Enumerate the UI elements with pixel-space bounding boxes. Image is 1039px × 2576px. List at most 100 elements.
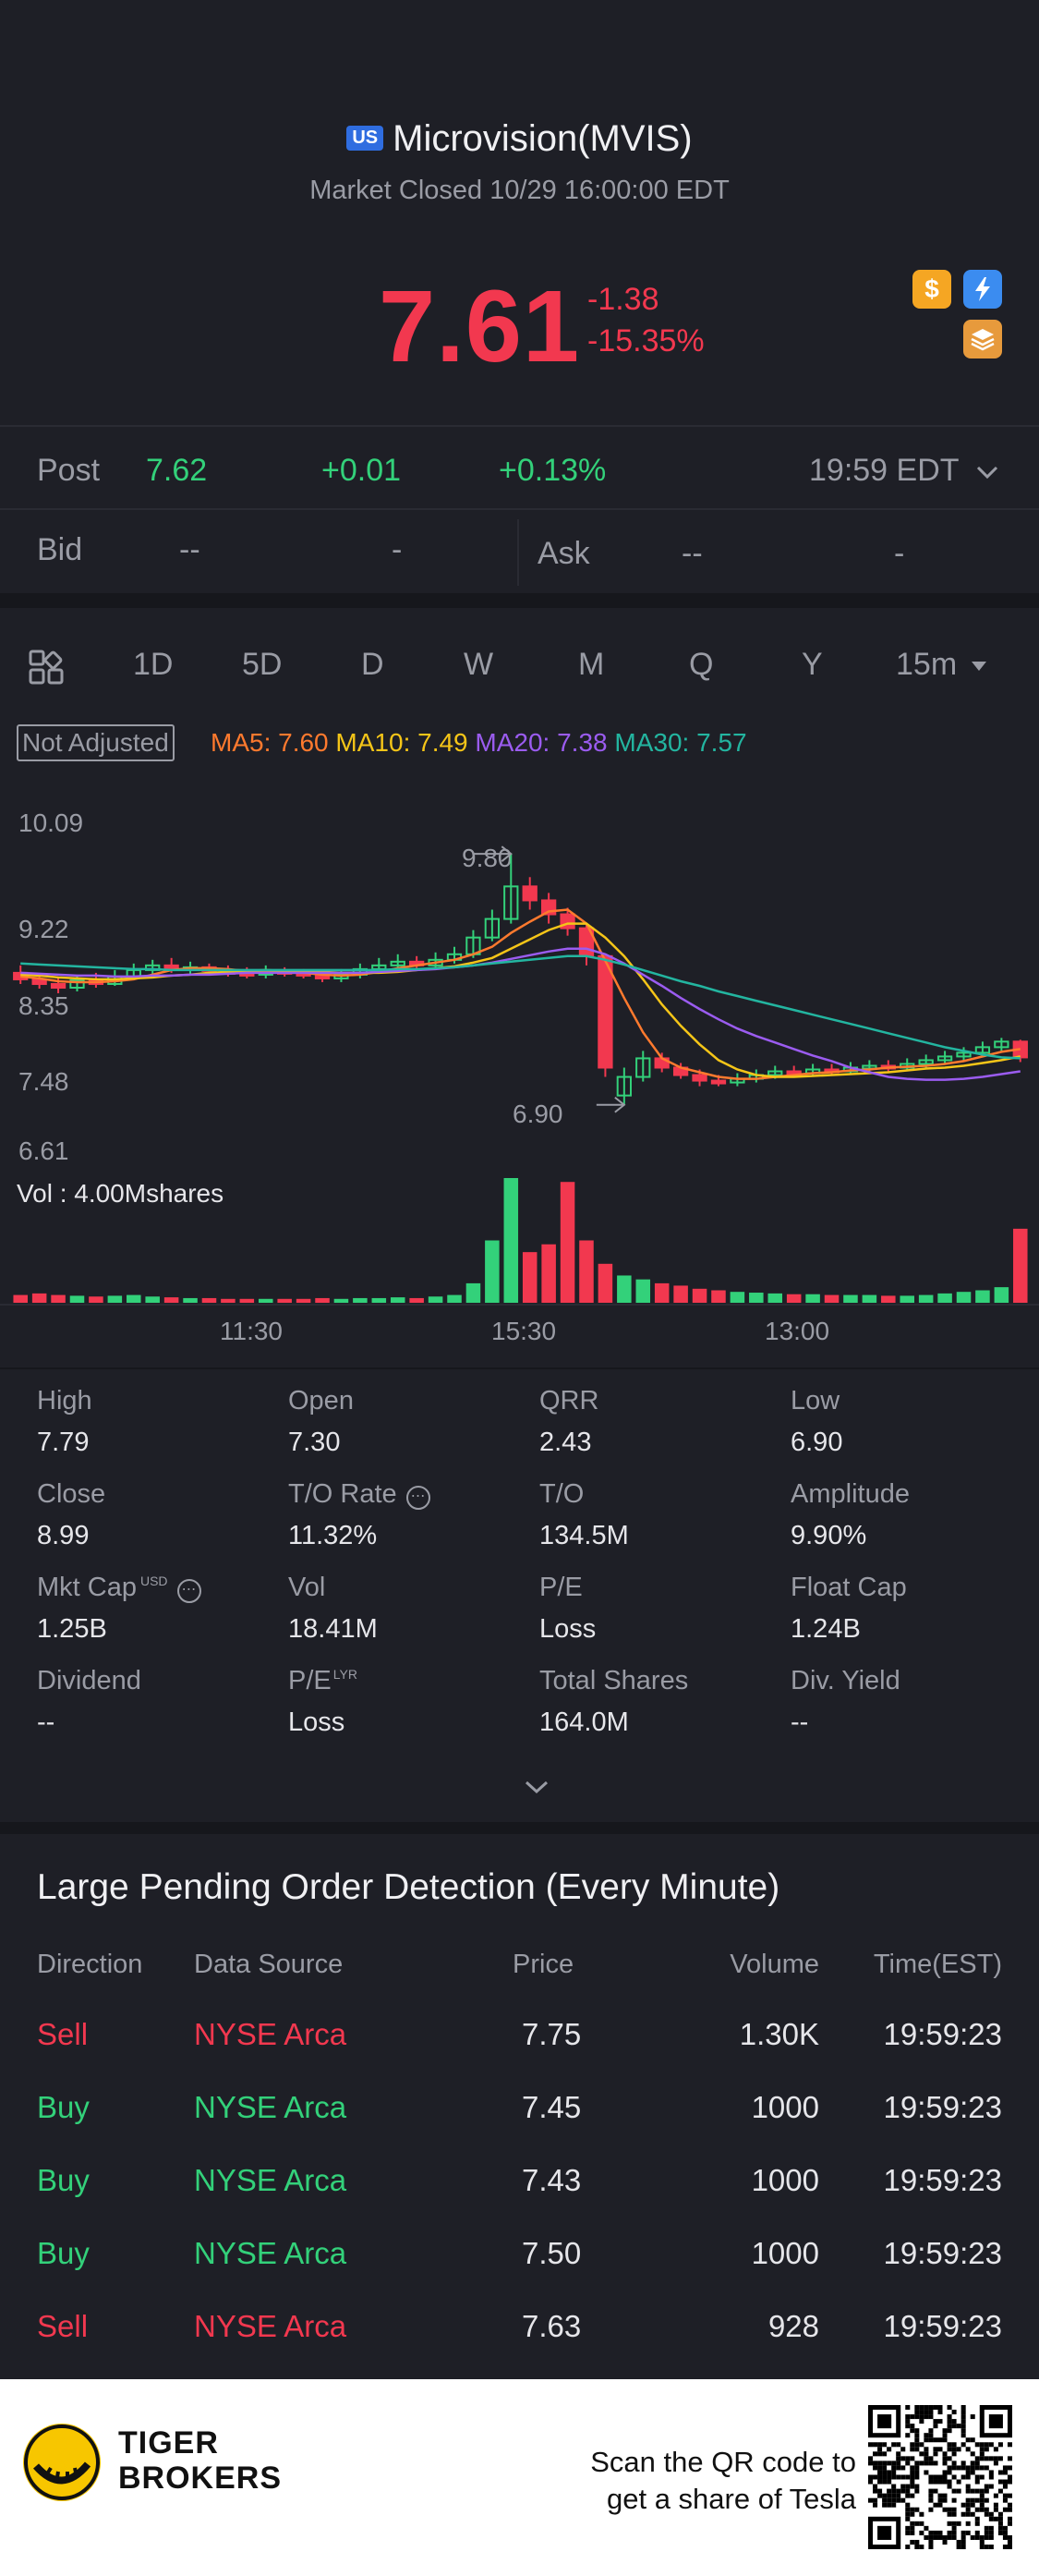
qr-module	[937, 2447, 943, 2452]
candle-body	[767, 1070, 783, 1076]
qr-module	[887, 2479, 892, 2485]
tab-1d[interactable]: 1D	[133, 647, 174, 682]
qr-module	[947, 2470, 952, 2475]
qr-module	[1002, 2493, 1008, 2498]
volume-bar	[353, 1297, 368, 1303]
qr-module	[891, 2484, 897, 2489]
qr-module	[988, 2516, 994, 2521]
qr-module	[924, 2456, 929, 2461]
qr-module	[984, 2484, 989, 2489]
qr-module	[1007, 2474, 1012, 2480]
volume-bar	[465, 1282, 481, 1303]
tab-q[interactable]: Q	[689, 647, 714, 682]
stat-float-cap: Float Cap 1.24B	[791, 1573, 1039, 1645]
qr-module	[882, 2502, 888, 2508]
qr-module	[919, 2419, 924, 2424]
order-direction: Buy	[37, 2236, 90, 2270]
stat-label: Vol	[288, 1573, 326, 1602]
volume-label: Vol : 4.00Mshares	[17, 1179, 224, 1208]
expand-chevron-icon[interactable]	[523, 1778, 550, 1796]
qr-module	[956, 2465, 961, 2471]
ma20-line	[20, 947, 1021, 1081]
qr-module	[1007, 2502, 1012, 2508]
promo-footer[interactable]: TIGER BROKERS Scan the QR code to get a …	[0, 2379, 1039, 2576]
qr-module	[979, 2488, 985, 2494]
qr-module	[928, 2488, 934, 2494]
post-market-row[interactable]: Post 7.62 +0.01 +0.13% 19:59 EDT	[0, 427, 1039, 510]
qr-module	[1007, 2544, 1012, 2549]
lightning-icon[interactable]	[963, 270, 1002, 309]
tab-y[interactable]: Y	[802, 647, 823, 682]
volume-bar	[749, 1293, 764, 1303]
tab-d[interactable]: D	[361, 647, 384, 682]
qr-module	[960, 2461, 966, 2466]
layers-icon[interactable]	[963, 320, 1002, 358]
volume-bar	[1013, 1228, 1028, 1303]
qr-module	[951, 2465, 957, 2471]
large-pending-orders: Large Pending Order Detection (Every Min…	[0, 1834, 1039, 2379]
grid-layout-icon[interactable]	[28, 649, 66, 687]
stat-label: Float Cap	[791, 1573, 907, 1602]
qr-module	[942, 2456, 948, 2461]
tab-m[interactable]: M	[578, 647, 605, 682]
volume-bar	[69, 1295, 85, 1303]
stock-name: Microvision(MVIS)	[393, 118, 693, 159]
qr-module	[970, 2488, 975, 2494]
dollar-icon[interactable]: $	[912, 270, 951, 309]
info-icon[interactable]: ⋯	[405, 1486, 430, 1510]
qr-module	[877, 2451, 883, 2457]
price-chart[interactable]: 10.09 9.22 8.35 7.48 6.61 9.80 6.90 Vol …	[0, 795, 1039, 1367]
bid-price: --	[179, 532, 200, 567]
volume-bar	[541, 1244, 556, 1303]
qr-module	[974, 2497, 980, 2503]
qr-module	[956, 2447, 961, 2452]
qr-module	[942, 2507, 948, 2512]
qr-module	[910, 2474, 915, 2480]
qr-module	[979, 2493, 985, 2498]
tab-5d[interactable]: 5D	[242, 647, 283, 682]
qr-module	[891, 2497, 897, 2503]
divider	[0, 425, 1039, 427]
order-time: 19:59:23	[883, 2236, 1002, 2270]
qr-module	[933, 2530, 938, 2535]
qr-module	[1002, 2470, 1008, 2475]
qr-module	[984, 2447, 989, 2452]
qr-module	[882, 2465, 888, 2471]
brand-name-line2: BROKERS	[118, 2461, 283, 2496]
adjust-toggle[interactable]: Not Adjusted	[17, 724, 175, 761]
qr-module	[960, 2419, 966, 2424]
qr-module	[993, 2456, 998, 2461]
qr-module	[997, 2470, 1003, 2475]
order-direction: Buy	[37, 2163, 90, 2197]
stat-amplitude: Amplitude 9.90%	[791, 1479, 1039, 1551]
qr-module	[928, 2405, 934, 2411]
section-gap	[0, 593, 1039, 608]
tab-15m[interactable]: 15m	[896, 647, 958, 682]
stat-to: T/O 134.5M	[539, 1479, 789, 1551]
candle-body	[522, 885, 538, 902]
info-icon[interactable]: ⋯	[176, 1579, 201, 1603]
qr-module	[882, 2479, 888, 2485]
qr-module	[919, 2544, 924, 2549]
qr-module	[974, 2521, 980, 2526]
qr-module	[933, 2437, 938, 2443]
tab-w[interactable]: W	[464, 647, 494, 682]
section-gap	[0, 1822, 1039, 1835]
qr-module	[877, 2493, 883, 2498]
caret-down-icon[interactable]	[970, 660, 988, 673]
order-volume: 1000	[751, 2236, 819, 2270]
qr-code[interactable]	[868, 2405, 1012, 2549]
qr-module	[988, 2534, 994, 2540]
qr-module	[947, 2442, 952, 2448]
qr-module	[997, 2442, 1003, 2448]
divider	[0, 508, 1039, 510]
qr-module	[947, 2414, 952, 2420]
qr-module	[914, 2410, 920, 2415]
qr-module	[910, 2447, 915, 2452]
qr-module	[900, 2484, 906, 2489]
qr-module	[910, 2479, 915, 2485]
stat-pe-lyr: P/E LYR Loss	[288, 1666, 538, 1738]
chevron-down-icon[interactable]	[975, 464, 999, 480]
qr-module	[891, 2470, 897, 2475]
order-price: 7.43	[522, 2163, 582, 2197]
